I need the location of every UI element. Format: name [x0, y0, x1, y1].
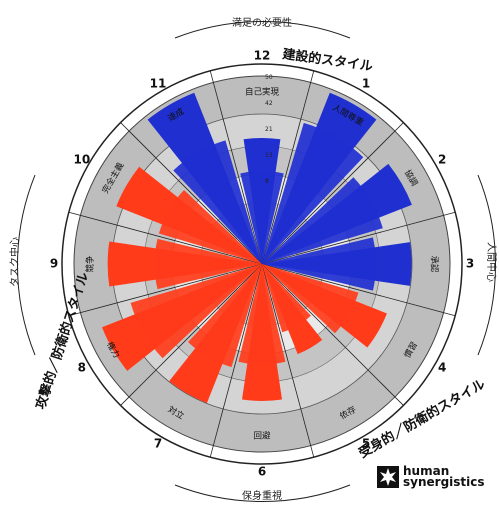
sector-divider — [261, 263, 315, 458]
sector-divider — [261, 263, 404, 406]
sector-divider — [261, 122, 404, 265]
scale-label: 13 — [265, 152, 273, 159]
outer-arrows — [17, 20, 496, 503]
scale-label: 50 — [265, 74, 273, 81]
left-title: タスク中心 — [8, 237, 21, 287]
inner-wedge-4 — [262, 264, 359, 334]
inner-wedge-2 — [262, 177, 383, 264]
sector-divider — [209, 70, 263, 265]
sector-name-6: 回避 — [253, 431, 271, 442]
logo-line1: human — [403, 464, 450, 478]
inner-wedge-5 — [262, 264, 311, 333]
inner-wedge-9 — [154, 238, 262, 290]
sector-number-5: 5 — [362, 437, 370, 451]
logo-mark-icon — [377, 466, 399, 488]
sector-number-10: 10 — [74, 153, 91, 167]
sector-number-2: 2 — [438, 153, 446, 167]
inner-wedge-3 — [262, 237, 377, 291]
sector-divider — [261, 70, 315, 265]
scale-label: 21 — [265, 126, 273, 133]
inner-wedge-12 — [240, 170, 284, 264]
inner-wedge-8 — [130, 264, 262, 359]
sector-divider — [68, 211, 263, 265]
scale-labels: 50 42 21 13 8 — [265, 74, 273, 185]
sector-number-7: 7 — [154, 437, 162, 451]
scale-label: 42 — [265, 100, 273, 107]
inner-wedge-10 — [158, 190, 262, 264]
sector-number-8: 8 — [78, 361, 86, 375]
sector-divider — [120, 122, 263, 265]
top-title: 満足の必要性 — [232, 16, 292, 29]
sector-divider — [209, 263, 263, 458]
logo-line2: synergistics — [403, 475, 485, 489]
inner-wedge-11 — [173, 140, 262, 264]
sector-number-9: 9 — [50, 257, 58, 271]
sector-name-12: 自己実現 — [245, 87, 280, 98]
inner-wedge-7 — [188, 264, 262, 368]
inner-wedge-6 — [238, 264, 286, 365]
sector-number-1: 1 — [362, 76, 370, 90]
inner-wedge-1 — [262, 122, 364, 265]
sector-divider — [261, 211, 456, 265]
sector-divider — [261, 263, 456, 317]
right-title: 人間中心 — [485, 242, 498, 282]
human-synergistics-logo: human synergistics — [377, 464, 485, 489]
sector-number-6: 6 — [258, 465, 266, 479]
sector-number-4: 4 — [438, 361, 446, 375]
bottom-title: 保身重視 — [242, 489, 282, 502]
score-wedges — [102, 92, 412, 404]
sector-name-9: 競争 — [85, 255, 96, 273]
sector-dividers — [68, 70, 456, 458]
sector-divider — [120, 263, 263, 406]
sector-divider — [68, 263, 263, 317]
sector-number-3: 3 — [466, 257, 474, 271]
sector-name-3: 承認 — [429, 255, 440, 273]
sector-number-11: 11 — [150, 76, 167, 90]
sector-number-12: 12 — [254, 49, 271, 63]
scale-label: 8 — [265, 178, 269, 185]
